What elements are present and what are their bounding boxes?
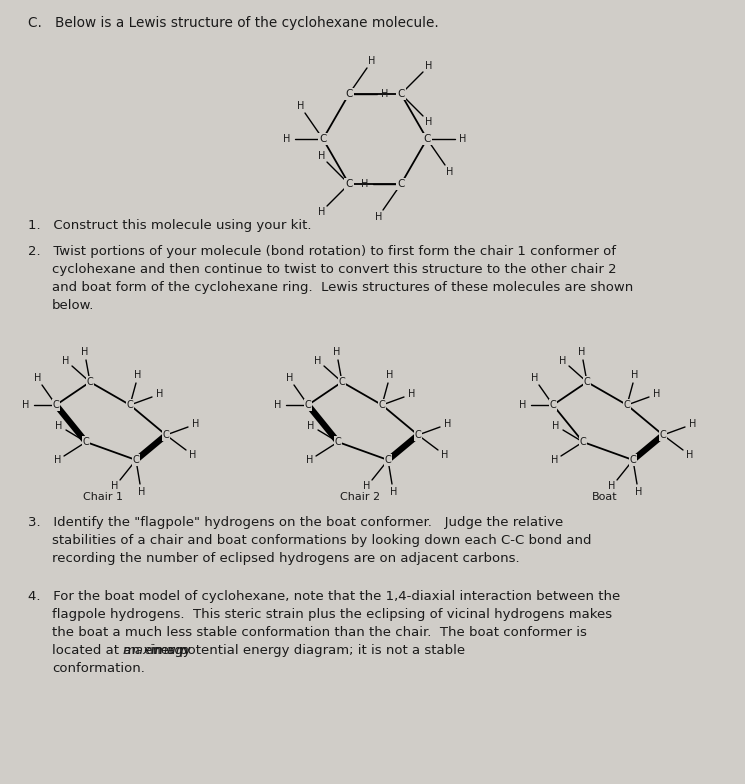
Text: H: H bbox=[390, 487, 397, 497]
Text: C: C bbox=[339, 377, 346, 387]
Text: H: H bbox=[156, 390, 163, 399]
Text: H: H bbox=[519, 400, 527, 410]
Text: H: H bbox=[635, 487, 642, 497]
Text: H: H bbox=[63, 356, 70, 365]
Text: C: C bbox=[346, 89, 352, 99]
Text: H: H bbox=[188, 450, 196, 459]
Text: H: H bbox=[425, 61, 432, 71]
Text: C: C bbox=[580, 437, 586, 447]
Text: flagpole hydrogens.  This steric strain plus the eclipsing of vicinal hydrogens : flagpole hydrogens. This steric strain p… bbox=[52, 608, 612, 621]
Text: C: C bbox=[397, 89, 405, 99]
Text: Boat: Boat bbox=[592, 492, 618, 502]
Text: stabilities of a chair and boat conformations by looking down each C-C bond and: stabilities of a chair and boat conforma… bbox=[52, 534, 592, 547]
Text: C: C bbox=[162, 430, 169, 440]
Text: H: H bbox=[34, 373, 41, 383]
Text: in a potential energy diagram; it is not a stable: in a potential energy diagram; it is not… bbox=[146, 644, 465, 657]
Text: H: H bbox=[446, 166, 453, 176]
Text: H: H bbox=[375, 212, 382, 222]
Text: 1.   Construct this molecule using your kit.: 1. Construct this molecule using your ki… bbox=[28, 219, 311, 232]
Text: H: H bbox=[368, 56, 375, 67]
Text: H: H bbox=[317, 151, 325, 162]
Text: H: H bbox=[111, 481, 118, 492]
Text: H: H bbox=[308, 421, 315, 431]
Text: C: C bbox=[127, 400, 133, 410]
Text: H: H bbox=[134, 370, 142, 380]
Text: C: C bbox=[550, 400, 557, 410]
Text: H: H bbox=[297, 101, 304, 111]
Text: H: H bbox=[609, 481, 615, 492]
Text: H: H bbox=[553, 421, 559, 431]
Text: below.: below. bbox=[52, 299, 95, 312]
Text: C: C bbox=[133, 455, 139, 465]
Text: maximum: maximum bbox=[122, 644, 189, 657]
Text: C: C bbox=[423, 134, 431, 144]
Text: H: H bbox=[578, 347, 586, 358]
Text: C.   Below is a Lewis structure of the cyclohexane molecule.: C. Below is a Lewis structure of the cyc… bbox=[28, 16, 439, 30]
Text: 2.   Twist portions of your molecule (bond rotation) to first form the chair 1 c: 2. Twist portions of your molecule (bond… bbox=[28, 245, 616, 258]
Text: the boat a much less stable conformation than the chair.  The boat conformer is: the boat a much less stable conformation… bbox=[52, 626, 587, 639]
Text: H: H bbox=[55, 421, 63, 431]
Text: H: H bbox=[54, 456, 61, 465]
Text: H: H bbox=[22, 400, 30, 410]
Text: C: C bbox=[397, 179, 405, 189]
Text: C: C bbox=[86, 377, 93, 387]
Text: 4.   For the boat model of cyclohexane, note that the 1,4-diaxial interaction be: 4. For the boat model of cyclohexane, no… bbox=[28, 590, 621, 603]
Text: cyclohexane and then continue to twist to convert this structure to the other ch: cyclohexane and then continue to twist t… bbox=[52, 263, 617, 276]
Text: H: H bbox=[689, 419, 697, 430]
Text: H: H bbox=[444, 419, 451, 430]
Text: H: H bbox=[283, 134, 291, 144]
Text: H: H bbox=[381, 89, 389, 99]
Text: C: C bbox=[378, 400, 385, 410]
Text: H: H bbox=[530, 373, 538, 383]
Text: Chair 1: Chair 1 bbox=[83, 492, 123, 502]
Text: H: H bbox=[551, 456, 558, 465]
Text: C: C bbox=[335, 437, 341, 447]
Text: C: C bbox=[659, 430, 666, 440]
Text: located at an energy: located at an energy bbox=[52, 644, 195, 657]
Text: and boat form of the cyclohexane ring.  Lewis structures of these molecules are : and boat form of the cyclohexane ring. L… bbox=[52, 281, 633, 294]
Text: H: H bbox=[685, 450, 693, 459]
Text: H: H bbox=[286, 373, 293, 383]
Text: C: C bbox=[305, 400, 311, 410]
Text: C: C bbox=[346, 179, 352, 189]
Text: H: H bbox=[314, 356, 322, 365]
Text: 3.   Identify the "flagpole" hydrogens on the boat conformer.   Judge the relati: 3. Identify the "flagpole" hydrogens on … bbox=[28, 516, 563, 529]
Text: H: H bbox=[460, 134, 466, 144]
Text: H: H bbox=[425, 117, 432, 127]
Text: C: C bbox=[630, 455, 636, 465]
Text: recording the number of eclipsed hydrogens are on adjacent carbons.: recording the number of eclipsed hydroge… bbox=[52, 552, 519, 565]
Text: C: C bbox=[624, 400, 630, 410]
Text: conformation.: conformation. bbox=[52, 662, 145, 675]
Text: H: H bbox=[364, 481, 371, 492]
Text: H: H bbox=[361, 179, 369, 189]
Text: H: H bbox=[653, 390, 660, 399]
Text: H: H bbox=[191, 419, 199, 430]
Text: H: H bbox=[387, 370, 394, 380]
Text: C: C bbox=[384, 455, 391, 465]
Text: H: H bbox=[333, 347, 340, 358]
Text: H: H bbox=[274, 400, 282, 410]
Text: H: H bbox=[441, 450, 448, 459]
Text: H: H bbox=[632, 370, 638, 380]
Text: Chair 2: Chair 2 bbox=[340, 492, 380, 502]
Text: H: H bbox=[559, 356, 567, 365]
Text: H: H bbox=[305, 456, 313, 465]
Text: C: C bbox=[320, 134, 327, 144]
Text: C: C bbox=[53, 400, 60, 410]
Text: H: H bbox=[317, 207, 325, 216]
Text: C: C bbox=[415, 430, 422, 440]
Text: H: H bbox=[408, 390, 415, 399]
Text: C: C bbox=[83, 437, 89, 447]
Text: H: H bbox=[138, 487, 145, 497]
Text: H: H bbox=[81, 347, 88, 358]
Text: C: C bbox=[583, 377, 590, 387]
